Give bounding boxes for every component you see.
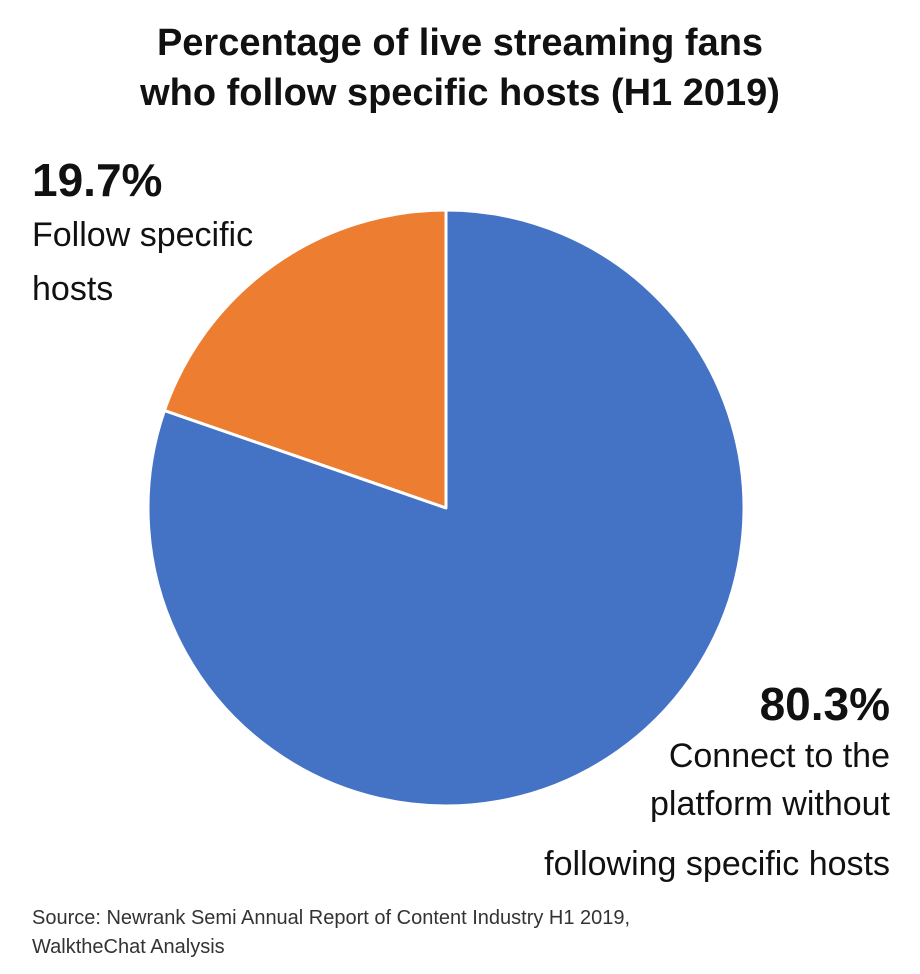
source-note-line-2: WalktheChat Analysis	[32, 936, 225, 958]
data-label-line: Connect to the	[668, 737, 890, 775]
data-label-line: following specific hosts	[544, 845, 890, 883]
data-label-follow-specific-hosts-name: Follow specific hosts	[32, 208, 332, 316]
data-label-connect-without-following-name: Connect to the platform without followin…	[430, 732, 890, 888]
data-label-line: platform without	[650, 785, 890, 823]
source-note: Source: Newrank Semi Annual Report of Co…	[32, 904, 630, 962]
data-label-connect-without-following-value: 80.3%	[759, 678, 890, 730]
source-note-line-1: Source: Newrank Semi Annual Report of Co…	[32, 907, 631, 929]
data-label-line: Follow specific	[32, 216, 254, 254]
chart-title-line-1: Percentage of live streaming fans	[156, 22, 764, 64]
chart-title: Percentage of live streaming fans who fo…	[0, 18, 920, 118]
data-label-line: hosts	[32, 270, 114, 308]
data-label-follow-specific-hosts-value: 19.7%	[32, 154, 163, 206]
chart-title-line-2: who follow specific hosts (H1 2019)	[140, 72, 780, 114]
pie-slice-connect-without-following	[146, 208, 746, 808]
